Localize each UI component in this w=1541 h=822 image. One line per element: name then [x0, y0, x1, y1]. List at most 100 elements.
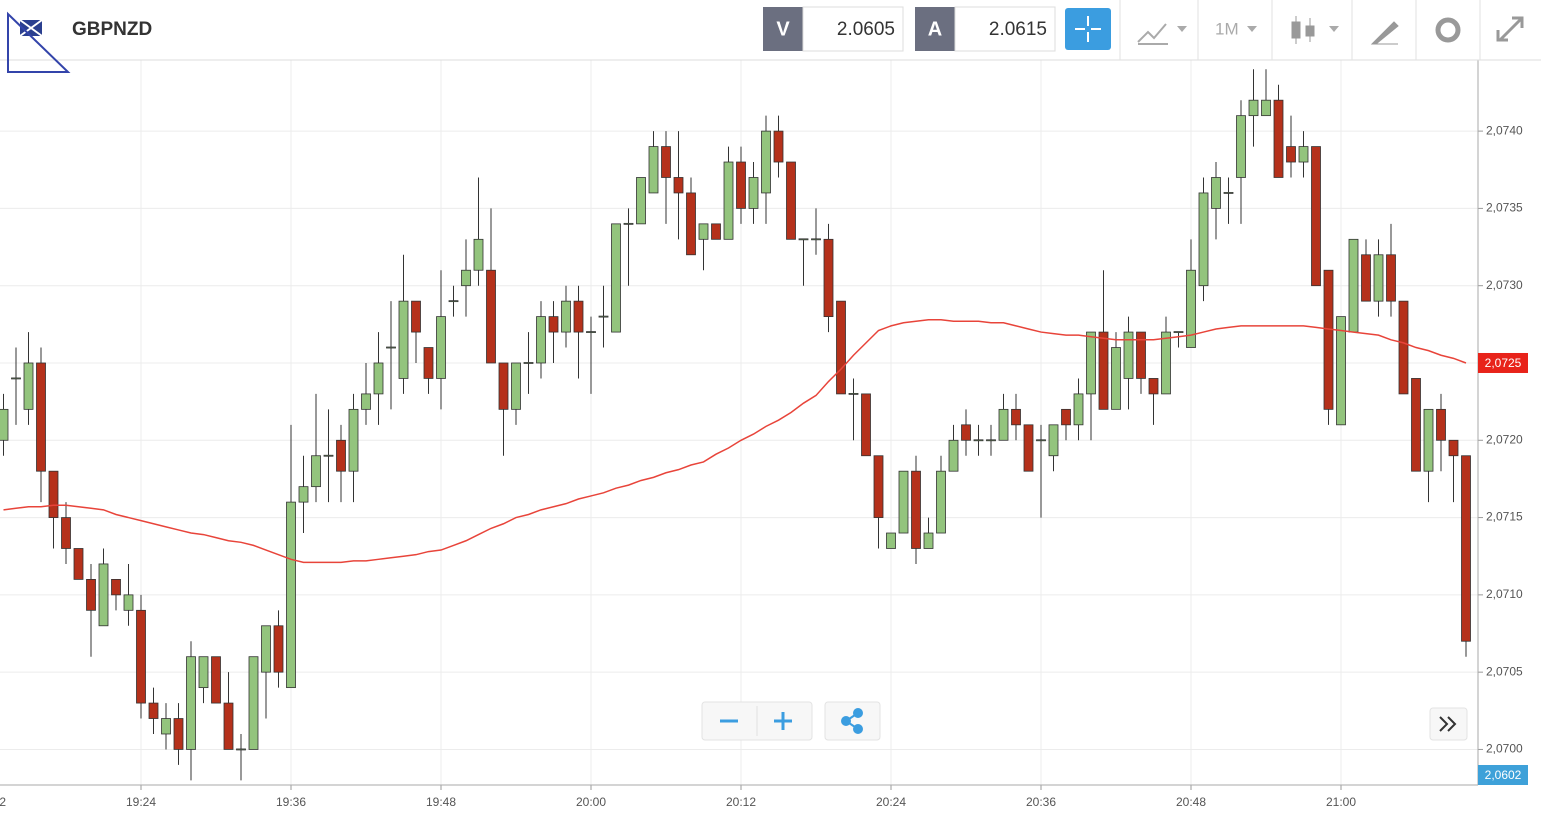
candle-body: [461, 269, 471, 287]
candle-body: [1323, 269, 1334, 410]
candle-body: [1186, 269, 1196, 348]
candle-body: [1448, 439, 1459, 457]
candle-body: [448, 300, 459, 303]
candle-body: [1148, 378, 1159, 395]
candle-body: [1236, 115, 1246, 178]
candle-body: [698, 223, 709, 240]
price-marker-label: 2,0725: [1485, 356, 1522, 370]
scroll-right-icon: [1439, 716, 1457, 732]
timeframe[interactable]: 1M: [1215, 19, 1239, 38]
candle-body: [986, 439, 996, 442]
candle-body: [936, 470, 946, 534]
candle-body: [486, 269, 496, 364]
x-tick-label: 20:12: [726, 795, 756, 809]
candle-body: [611, 223, 621, 333]
candle-body: [198, 656, 209, 689]
sell-button[interactable]: [763, 7, 803, 51]
price-marker: [1478, 765, 1528, 785]
x-tick-label: 20:48: [1176, 795, 1206, 809]
candle-body: [73, 548, 84, 580]
candle-body: [1211, 177, 1221, 209]
buy-price: 2.0615: [989, 19, 1047, 40]
candle-body: [1161, 331, 1171, 395]
zoom-in[interactable]: [774, 712, 792, 730]
y-tick-label: 2,0720: [1486, 432, 1523, 446]
share-button[interactable]: [824, 701, 881, 741]
candle-body: [673, 177, 684, 194]
x-tick-label: 19:36: [276, 795, 306, 809]
candle-body: [273, 625, 284, 673]
candle-body: [398, 300, 409, 379]
zoom-controls: [701, 701, 1468, 741]
candle-body: [248, 656, 259, 750]
candle-body: [548, 316, 559, 333]
crosshair-icon: [1075, 16, 1101, 42]
candle-body: [36, 362, 46, 472]
buy-price-box[interactable]: [954, 6, 1056, 52]
candle-body: [1386, 254, 1396, 302]
candle-body: [1173, 331, 1184, 333]
sell-price: 2.0605: [837, 19, 895, 40]
candle-body: [223, 702, 234, 750]
y-tick-label: 2,0715: [1486, 510, 1523, 524]
candle-body: [773, 130, 784, 163]
candle-body: [998, 408, 1009, 441]
candle-body: [723, 161, 734, 240]
candle-body: [736, 161, 746, 209]
candle-body: [1248, 99, 1259, 117]
x-tick-label: 20:00: [576, 795, 606, 809]
scroll-right-button[interactable]: [1429, 707, 1468, 741]
candle-body: [1098, 331, 1109, 410]
candle-body: [1048, 424, 1059, 457]
candle-body: [373, 362, 384, 395]
candle-body: [1198, 192, 1209, 287]
crosshair-button[interactable]: [1065, 8, 1111, 50]
candle-body: [173, 718, 184, 750]
x-tick-label: 19:24: [126, 795, 156, 809]
candle-body: [511, 362, 521, 410]
candle-body: [148, 702, 159, 719]
candle-body: [623, 222, 634, 225]
draw-icon[interactable]: [1370, 21, 1399, 45]
candle-body: [123, 594, 134, 611]
candle-body: [1086, 331, 1096, 395]
candle-body: [786, 161, 796, 240]
candle-body: [1436, 408, 1446, 441]
y-tick-label: 2,0700: [1486, 742, 1523, 756]
candle-body: [661, 146, 671, 178]
candle-body: [823, 238, 834, 318]
plot-area: 2,0700 2,0705 2,0710 2,0715 2,0720 2,0725 2,07…: [0, 60, 1528, 809]
candle-body: [361, 393, 371, 410]
candle-body: [636, 177, 646, 225]
candle-body: [811, 238, 821, 241]
candle-body: [86, 579, 96, 611]
candle-body: [1461, 455, 1471, 642]
candle-body: [886, 532, 896, 549]
x-tick-label: 20:24: [876, 795, 906, 809]
settings-icon[interactable]: [1435, 17, 1461, 43]
candle-body: [423, 347, 434, 379]
candle-body: [473, 238, 484, 271]
candle-body: [348, 408, 359, 472]
candle-body: [1273, 99, 1284, 178]
fullscreen-icon[interactable]: [1496, 16, 1524, 42]
chart-type-icon[interactable]: [1137, 23, 1168, 45]
candle-body: [573, 300, 584, 333]
candle-body: [1123, 331, 1134, 379]
sell-price-box[interactable]: [802, 6, 904, 52]
candle-body: [61, 517, 71, 549]
buy-button[interactable]: [915, 7, 955, 51]
candle-body: [1411, 378, 1421, 472]
candle-body: [0, 408, 9, 441]
candle-body: [1286, 146, 1296, 163]
candle-body: [911, 470, 921, 549]
candle-body: [711, 223, 721, 240]
x-tick-label: 19:12: [0, 795, 6, 809]
candle-body: [761, 130, 771, 194]
candles-icon[interactable]: [1291, 16, 1315, 44]
candle-body: [436, 316, 446, 379]
moving-average-line: [3, 318, 1467, 564]
candle-body: [1423, 408, 1434, 472]
candle-body: [598, 315, 609, 318]
